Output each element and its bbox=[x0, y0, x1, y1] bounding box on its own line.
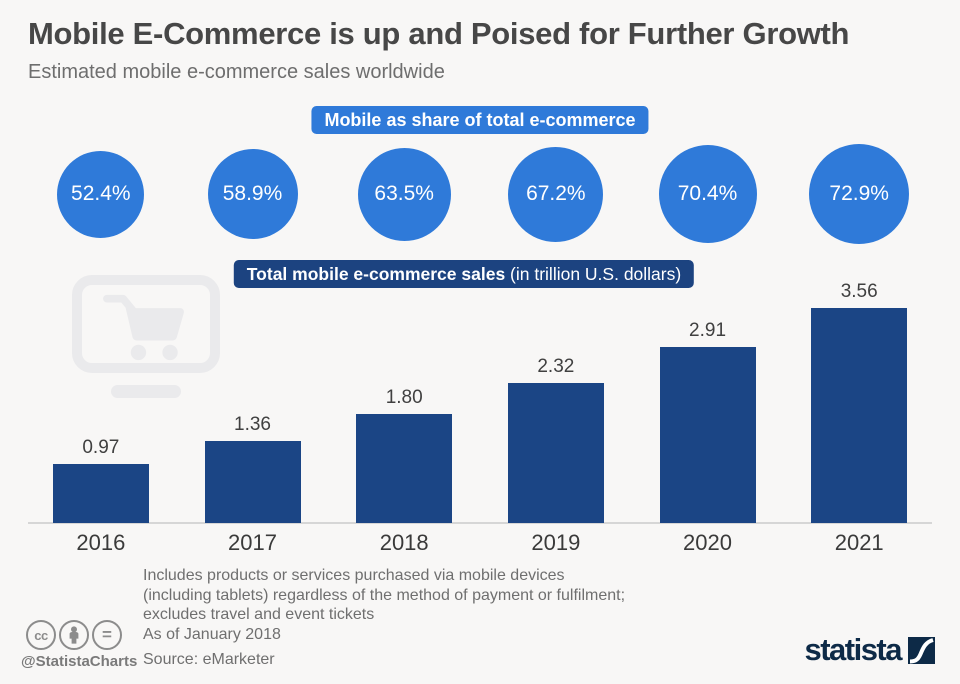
year-label-2021: 2021 bbox=[834, 530, 884, 555]
bar-chart: 0.97 1.36 1.80 2.32 2.91 3.56 bbox=[25, 270, 935, 523]
bar-column-2016: 0.97 bbox=[25, 437, 177, 523]
person-glyph bbox=[69, 626, 79, 644]
x-axis-line bbox=[28, 522, 932, 524]
share-circle-column: 58.9% bbox=[177, 143, 329, 245]
share-circle-2017: 58.9% bbox=[207, 149, 298, 239]
equals-icon: = bbox=[92, 620, 122, 650]
share-circle-column: 72.9% bbox=[783, 143, 935, 245]
share-circle-2018: 63.5% bbox=[357, 147, 451, 241]
share-circle-2020: 70.4% bbox=[658, 145, 757, 243]
bar-value-label: 0.97 bbox=[82, 437, 120, 458]
year-label-2020: 2020 bbox=[683, 530, 732, 555]
bar-column-2019: 2.32 bbox=[480, 356, 632, 523]
footnote-line: Includes products or services purchased … bbox=[143, 567, 565, 584]
share-circle-2019: 67.2% bbox=[508, 146, 604, 242]
footnote-line: excludes travel and event tickets bbox=[143, 606, 375, 623]
share-circle-2016: 52.4% bbox=[57, 150, 145, 238]
statista-logo-mark bbox=[908, 636, 935, 664]
bar-value-label: 1.36 bbox=[234, 414, 271, 435]
footnote-line: (including tablets) regardless of the me… bbox=[143, 586, 626, 604]
share-circle-column: 63.5% bbox=[328, 143, 480, 245]
bar-column-2017: 1.36 bbox=[177, 414, 329, 523]
creative-commons-icons: cc = bbox=[26, 620, 122, 650]
year-label-2019: 2019 bbox=[531, 530, 581, 555]
bar-column-2021: 3.56 bbox=[783, 281, 935, 523]
bar-2016 bbox=[52, 464, 149, 523]
equals-icon-text: = bbox=[102, 624, 112, 644]
year-label-2017: 2017 bbox=[228, 530, 277, 555]
share-circle-column: 67.2% bbox=[480, 143, 632, 245]
shopping-cart-icon bbox=[103, 294, 184, 361]
page-title: Mobile E-Commerce is up and Poised for F… bbox=[28, 16, 850, 51]
share-circle-column: 70.4% bbox=[632, 143, 784, 245]
share-value-label: 52.4% bbox=[71, 182, 131, 205]
footnote-line: As of January 2018 bbox=[143, 625, 281, 643]
attribution-person-icon bbox=[59, 620, 89, 650]
monitor-stand bbox=[111, 385, 181, 398]
share-value-label: 58.9% bbox=[222, 182, 283, 205]
share-of-ecommerce-badge: Mobile as share of total e-commerce bbox=[311, 106, 649, 134]
page-subtitle: Estimated mobile e-commerce sales worldw… bbox=[28, 61, 445, 83]
statista-logo: statista bbox=[804, 632, 935, 668]
sales-title-unit: (in trillion U.S. dollars) bbox=[505, 264, 682, 284]
share-circles-row: 52.4% 58.9% 63.5% 67.2% 70.4% 72.9% bbox=[25, 143, 935, 245]
share-circle-2021: 72.9% bbox=[809, 144, 910, 244]
share-value-label: 72.9% bbox=[829, 182, 889, 205]
shopping-cart-monitor-watermark bbox=[72, 275, 220, 399]
bar-2020 bbox=[659, 347, 756, 523]
share-value-label: 67.2% bbox=[526, 182, 586, 205]
bar-column-2020: 2.91 bbox=[632, 320, 784, 523]
footnote-block: Includes products or services purchased … bbox=[143, 566, 625, 644]
cc-icon-text: cc bbox=[34, 627, 48, 643]
statista-logo-text: statista bbox=[804, 632, 902, 667]
bar-value-label: 2.91 bbox=[689, 320, 727, 341]
bar-value-label: 1.80 bbox=[385, 387, 423, 408]
bar-2017 bbox=[204, 441, 301, 523]
bar-value-label: 2.32 bbox=[537, 356, 575, 377]
sales-title-badge: Total mobile e-commerce sales (in trilli… bbox=[233, 260, 695, 288]
source-line: Source: eMarketer bbox=[143, 651, 275, 668]
bar-2021 bbox=[811, 308, 908, 523]
year-label-2018: 2018 bbox=[379, 530, 429, 555]
share-value-label: 63.5% bbox=[374, 182, 434, 205]
statista-charts-handle: @StatistaCharts bbox=[21, 653, 138, 670]
cc-icon: cc bbox=[26, 620, 56, 650]
bar-2018 bbox=[356, 414, 453, 523]
sales-title-bold: Total mobile e-commerce sales bbox=[246, 264, 506, 284]
monitor-icon bbox=[72, 275, 220, 373]
share-value-label: 70.4% bbox=[677, 182, 738, 205]
share-circle-column: 52.4% bbox=[25, 143, 177, 245]
bar-2019 bbox=[507, 383, 604, 523]
year-label-2016: 2016 bbox=[76, 530, 126, 555]
x-axis-labels: 2016 2017 2018 2019 2020 2021 bbox=[25, 530, 935, 556]
bar-column-2018: 1.80 bbox=[328, 387, 480, 523]
bar-value-label: 3.56 bbox=[840, 281, 878, 302]
